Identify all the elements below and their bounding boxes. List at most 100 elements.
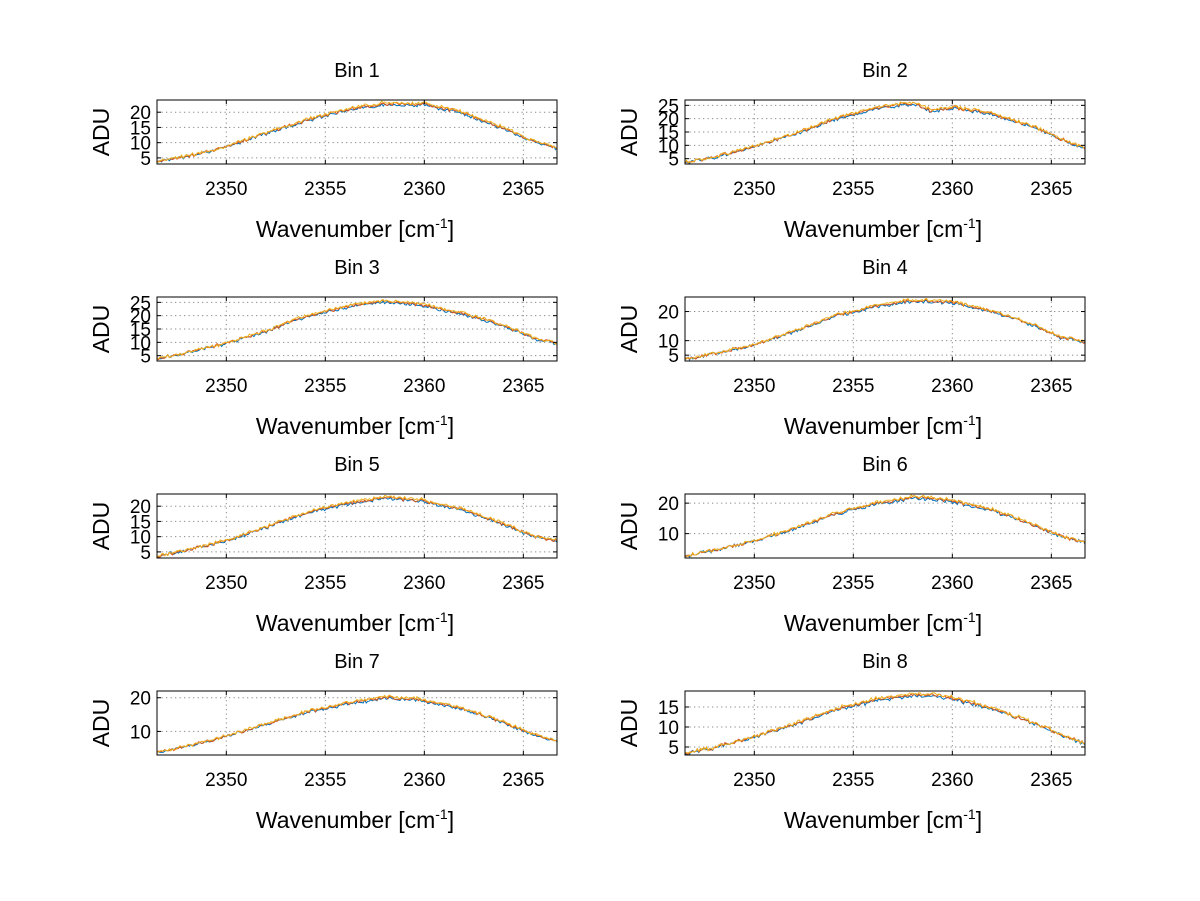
- y-tick-label: 5: [668, 738, 679, 759]
- series-line-orange: [684, 101, 1086, 164]
- x-tick-label: 2350: [205, 770, 247, 791]
- x-tick-label: 2365: [502, 376, 544, 397]
- y-axis-label: ADU: [616, 502, 642, 551]
- x-tick-label: 2360: [931, 179, 973, 200]
- axes-frame: [156, 99, 558, 165]
- y-axis-label: ADU: [88, 305, 114, 354]
- x-axis-label-text: Wavenumber [cm: [256, 216, 435, 242]
- series-line-orange: [156, 695, 558, 753]
- x-tick-label: 2355: [832, 179, 874, 200]
- axes-frame: [156, 690, 558, 756]
- x-tick-label: 2350: [205, 573, 247, 594]
- series-line-blue: [684, 496, 1086, 558]
- series-line-yellow: [684, 101, 1086, 164]
- x-tick-label: 2350: [733, 770, 775, 791]
- x-tick-label: 2365: [1030, 376, 1072, 397]
- subplot-title: Bin 6: [862, 454, 908, 476]
- x-tick-label: 2355: [832, 573, 874, 594]
- series-line-blue: [684, 693, 1086, 756]
- x-axis-label-superscript: -1: [435, 806, 448, 822]
- x-tick-label: 2365: [502, 573, 544, 594]
- y-tick-label: 20: [658, 303, 679, 324]
- x-tick-label: 2360: [403, 179, 445, 200]
- x-tick-label: 2360: [931, 770, 973, 791]
- axes-frame: [684, 99, 1086, 165]
- axes-frame: [684, 690, 1086, 756]
- x-tick-label: 2355: [832, 376, 874, 397]
- subplot-title: Bin 8: [862, 651, 908, 673]
- y-tick-label: 10: [658, 332, 679, 353]
- series-line-blue: [684, 103, 1086, 165]
- x-tick-label: 2365: [502, 179, 544, 200]
- x-tick-label: 2365: [502, 770, 544, 791]
- y-tick-label: 10: [130, 134, 151, 155]
- x-axis-label-text: Wavenumber [cm: [784, 413, 963, 439]
- y-tick-label: 25: [658, 96, 679, 117]
- y-axis-label: ADU: [616, 108, 642, 157]
- y-tick-label: 10: [130, 528, 151, 549]
- series-line-orange: [684, 692, 1086, 755]
- x-axis-label: Wavenumber [cm-1]: [256, 215, 454, 242]
- subplot-4: 2350 2355 2360 2365 510 20 Bin 4 Wavenumber [cm…: [616, 257, 1086, 439]
- y-tick-label: 10: [658, 718, 679, 739]
- x-tick-label: 2350: [733, 376, 775, 397]
- y-tick-label: 20: [130, 307, 151, 328]
- x-axis-label-text: Wavenumber [cm: [784, 807, 963, 833]
- x-axis-label-superscript: -1: [963, 806, 976, 822]
- y-tick-label: 5: [140, 543, 151, 564]
- axes-frame: [156, 296, 558, 362]
- series-line-yellow: [156, 100, 558, 163]
- y-axis-label: ADU: [88, 108, 114, 157]
- x-tick-label: 2350: [733, 179, 775, 200]
- series-line-yellow: [684, 692, 1086, 754]
- x-axis-label-superscript: -1: [963, 609, 976, 625]
- x-axis-label: Wavenumber [cm-1]: [256, 806, 454, 833]
- axes-frame: [684, 296, 1086, 362]
- x-axis-label-text: Wavenumber [cm: [256, 413, 435, 439]
- y-axis-label: ADU: [88, 699, 114, 748]
- y-tick-label: 20: [658, 494, 679, 515]
- y-tick-label: 5: [140, 149, 151, 170]
- x-tick-label: 2365: [1030, 770, 1072, 791]
- subplot-title: Bin 2: [862, 60, 908, 82]
- series-line-yellow: [684, 297, 1086, 360]
- x-axis-label: Wavenumber [cm-1]: [256, 412, 454, 439]
- axes-frame: [684, 493, 1086, 559]
- x-tick-label: 2360: [403, 376, 445, 397]
- x-axis-label-bracket: ]: [976, 610, 982, 636]
- x-tick-label: 2355: [304, 573, 346, 594]
- x-tick-label: 2360: [403, 770, 445, 791]
- x-axis-label: Wavenumber [cm-1]: [256, 609, 454, 636]
- x-axis-label-superscript: -1: [963, 412, 976, 428]
- series-line-orange: [684, 494, 1086, 558]
- subplot-title: Bin 7: [334, 651, 380, 673]
- series-line-blue: [156, 102, 558, 163]
- y-tick-label: 5: [140, 347, 151, 368]
- x-axis-label-superscript: -1: [435, 412, 448, 428]
- series-line-yellow: [156, 495, 558, 558]
- series-line-blue: [156, 496, 558, 559]
- y-tick-label: 10: [658, 525, 679, 546]
- subplot-6: 2350 2355 2360 2365 10 20 Bin 6 Wavenumber [cm-…: [616, 454, 1086, 636]
- x-tick-label: 2365: [1030, 179, 1072, 200]
- series-line-blue: [156, 696, 558, 753]
- y-tick-label: 15: [658, 698, 679, 719]
- y-tick-label: 15: [130, 320, 151, 341]
- x-axis-label-text: Wavenumber [cm: [784, 216, 963, 242]
- x-tick-label: 2350: [205, 376, 247, 397]
- x-axis-label-bracket: ]: [448, 807, 454, 833]
- x-axis-label-bracket: ]: [976, 216, 982, 242]
- subplot-title: Bin 5: [334, 454, 380, 476]
- x-axis-label-superscript: -1: [435, 215, 448, 231]
- y-tick-label: 20: [658, 110, 679, 131]
- y-tick-label: 10: [658, 136, 679, 157]
- series-line-orange: [684, 298, 1086, 360]
- x-axis-label: Wavenumber [cm-1]: [784, 215, 982, 242]
- y-tick-label: 5: [668, 150, 679, 171]
- y-tick-label: 10: [130, 722, 151, 743]
- x-axis-label-bracket: ]: [448, 413, 454, 439]
